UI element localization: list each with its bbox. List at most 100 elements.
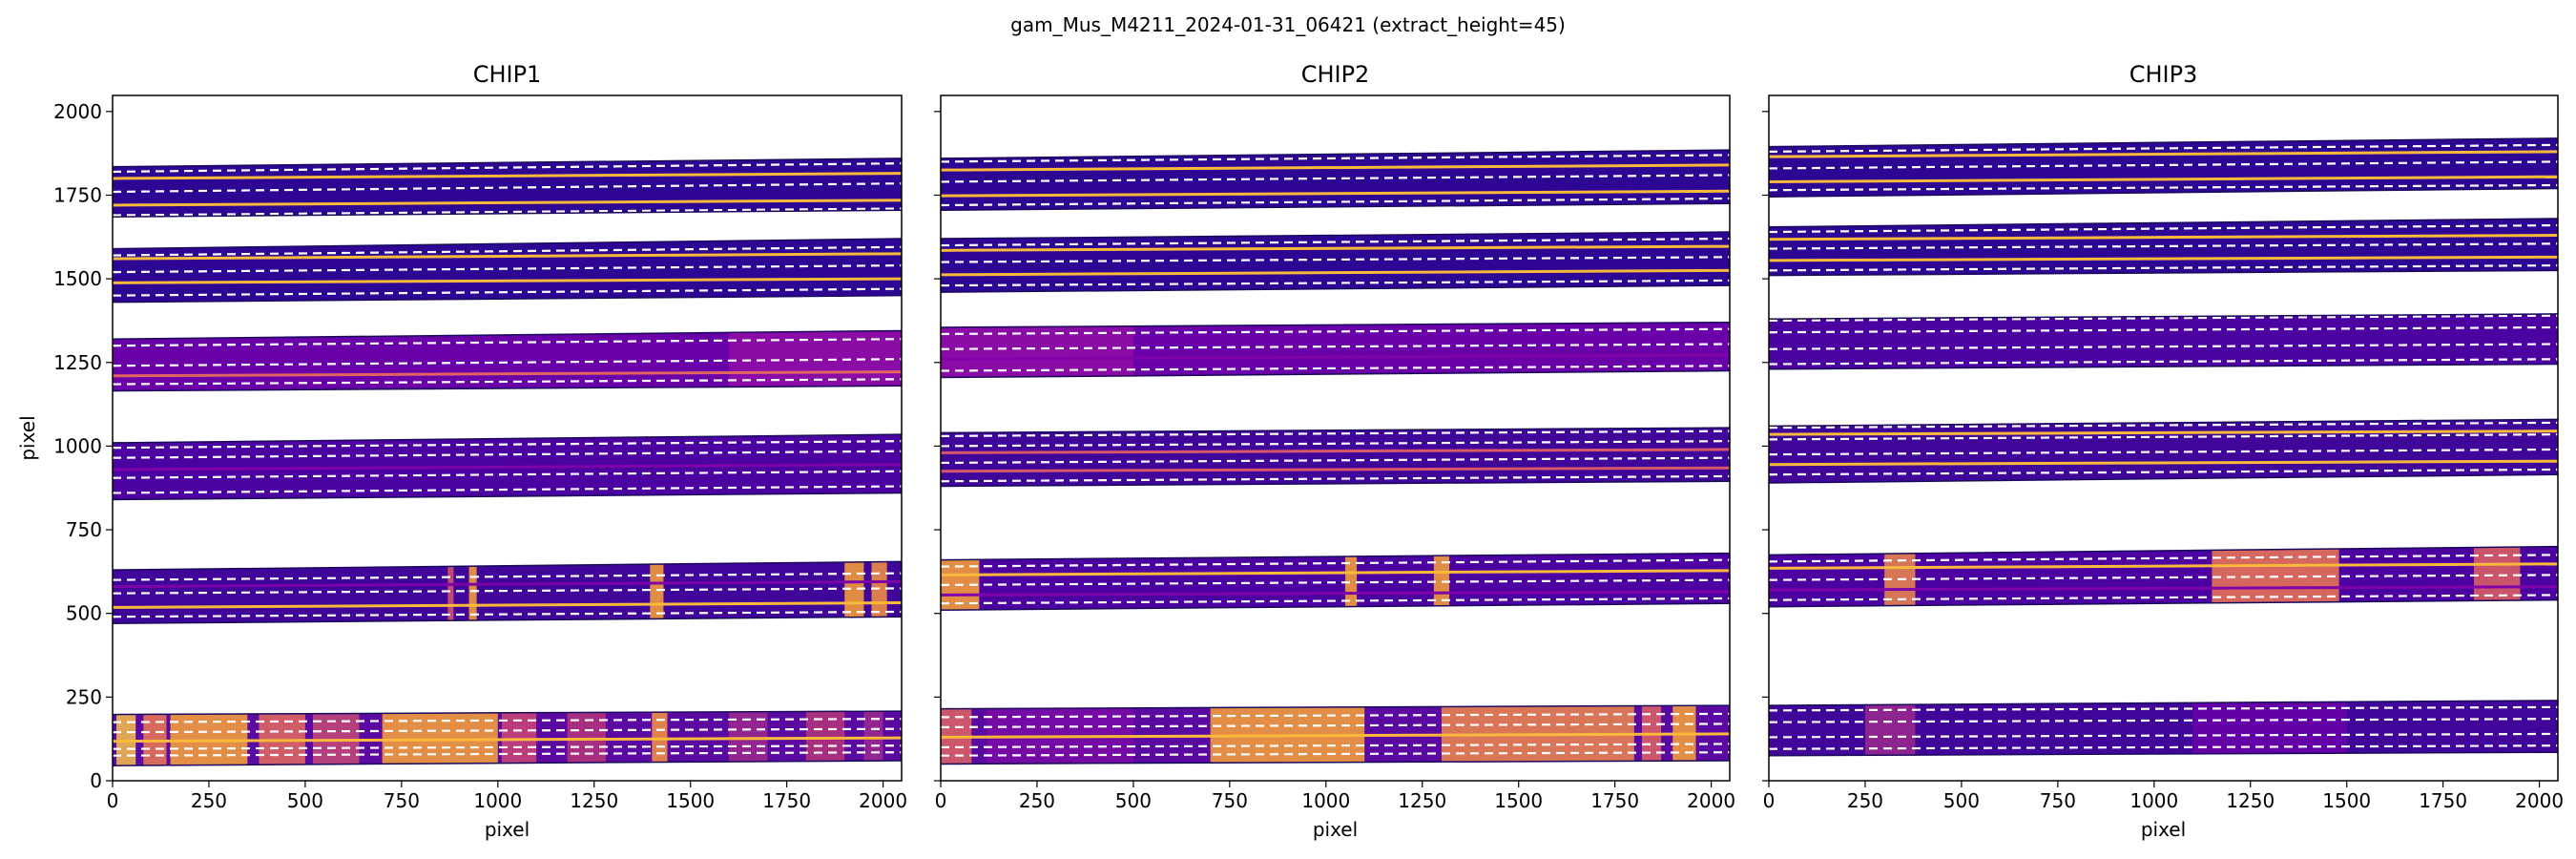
feature-band	[1884, 546, 1916, 607]
trace-dashed-line	[113, 207, 902, 217]
x-tick-label: 1500	[1494, 789, 1543, 812]
trace-line	[1769, 150, 2558, 158]
trace-dashed-line	[1769, 314, 2558, 323]
order-6	[941, 149, 1730, 212]
order-band	[113, 561, 902, 624]
order-2	[941, 552, 1730, 611]
order-edge-top	[113, 238, 902, 250]
trace-dashed-line	[941, 197, 1730, 207]
trace-dashed-line	[941, 430, 1730, 437]
trace-dashed-line	[113, 182, 902, 194]
order-edge-top	[113, 329, 902, 340]
y-tick-label: 500	[66, 602, 102, 625]
plot-content	[1769, 137, 2558, 757]
order-edge-bottom	[941, 202, 1730, 212]
feature-band	[941, 553, 980, 611]
trace-line	[1769, 430, 2558, 436]
order-edge-bottom	[1769, 363, 2558, 370]
trace-dashed-line	[1769, 183, 2558, 192]
feature-band	[143, 711, 167, 766]
y-tick-label: 1000	[53, 434, 102, 457]
chart-panel-2: 0 250 500 750 1000 1250 1500 1750 2000 CHIP2 pixel	[934, 61, 1735, 841]
order-1	[113, 710, 902, 766]
feature-band	[2473, 546, 2521, 607]
order-edge-bottom	[113, 760, 902, 766]
plot-content	[113, 157, 902, 766]
trace-dashed-line	[1769, 594, 2558, 601]
order-1	[1769, 700, 2558, 757]
y-tick-label: 0	[90, 769, 102, 792]
order-edge-bottom	[1769, 473, 2558, 484]
figure-suptitle: gam_Mus_M4211_2024-01-31_06421 (extract_…	[1010, 13, 1566, 36]
trace-dashed-line	[941, 474, 1730, 483]
x-tick-label: 750	[384, 789, 420, 812]
order-edge-bottom	[1769, 751, 2558, 757]
trace-dashed-line	[941, 558, 1730, 568]
x-axis-label: pixel	[485, 818, 530, 841]
y-tick-label: 1750	[53, 183, 102, 206]
trace-dashed-line	[941, 279, 1730, 287]
order-edge-bottom	[113, 209, 902, 219]
trace-dashed-line	[113, 610, 902, 618]
feature-band	[116, 711, 136, 766]
feature-band	[844, 561, 864, 624]
x-tick-label: 1000	[473, 789, 522, 812]
trace-line	[941, 244, 1730, 252]
y-tick-label: 2000	[53, 100, 102, 123]
x-axis-label: pixel	[2141, 818, 2186, 841]
trace-dashed-line	[941, 365, 1730, 372]
x-tick-label: 0	[1763, 789, 1776, 812]
order-edge-top	[1769, 137, 2558, 148]
trace-dashed-line	[941, 578, 1730, 587]
trace-dashed-line	[1769, 242, 2558, 250]
order-edge-top	[941, 552, 1730, 561]
trace-line	[113, 579, 902, 589]
trace-dashed-line	[1769, 718, 2558, 723]
trace-dashed-line	[1769, 574, 2558, 581]
order-features	[941, 553, 1450, 611]
trace-line	[113, 736, 902, 744]
order-6	[1769, 137, 2558, 198]
panel-title: CHIP2	[1301, 61, 1370, 88]
trace-line	[113, 600, 902, 609]
x-tick-label: 250	[1847, 789, 1883, 812]
trace-dashed-line	[1769, 433, 2558, 441]
x-tick-label: 1500	[666, 789, 715, 812]
trace-dashed-line	[113, 751, 902, 757]
axes-frame	[112, 94, 903, 782]
trace-dashed-line	[1769, 554, 2558, 563]
trace-dashed-line	[941, 751, 1730, 757]
trace-dashed-line	[1769, 325, 2558, 334]
order-edge-top	[113, 157, 902, 168]
chart-panel-1: 0 250 500 750 1000 1250 1500 1750 2000 0 250 500 750…	[16, 61, 907, 841]
chart-panel-3: 0 250 500 750 1000 1250 1500 1750 2000 CHIP3 pixel	[1762, 61, 2564, 841]
trace-line	[1769, 562, 2558, 570]
feature-band	[312, 711, 360, 766]
trace-line	[941, 268, 1730, 277]
order-5	[941, 231, 1730, 293]
order-3	[1769, 418, 2558, 484]
x-tick-label: 750	[2040, 789, 2076, 812]
trace-line	[113, 252, 902, 261]
plot-content	[941, 149, 1730, 765]
x-tick-label: 2000	[2515, 789, 2564, 812]
feature-band	[871, 561, 887, 624]
axes-frame	[1768, 94, 2559, 782]
order-4	[113, 329, 902, 392]
order-edge-bottom	[1769, 269, 2558, 277]
feature-band	[941, 705, 972, 765]
trace-dashed-line	[1769, 468, 2558, 476]
trace-dashed-line	[941, 237, 1730, 247]
trace-dashed-line	[941, 712, 1730, 719]
trace-dashed-line	[113, 263, 902, 274]
order-edge-bottom	[941, 480, 1730, 488]
x-tick-label: 1250	[570, 789, 618, 812]
order-edge-top	[941, 427, 1730, 434]
order-edge-top	[1769, 700, 2558, 706]
order-edge-top	[113, 710, 902, 716]
order-edge-bottom	[941, 284, 1730, 293]
x-tick-label: 2000	[1687, 789, 1735, 812]
x-tick-label: 2000	[859, 789, 907, 812]
order-edge-top	[941, 321, 1730, 328]
order-edge-top	[113, 433, 902, 444]
